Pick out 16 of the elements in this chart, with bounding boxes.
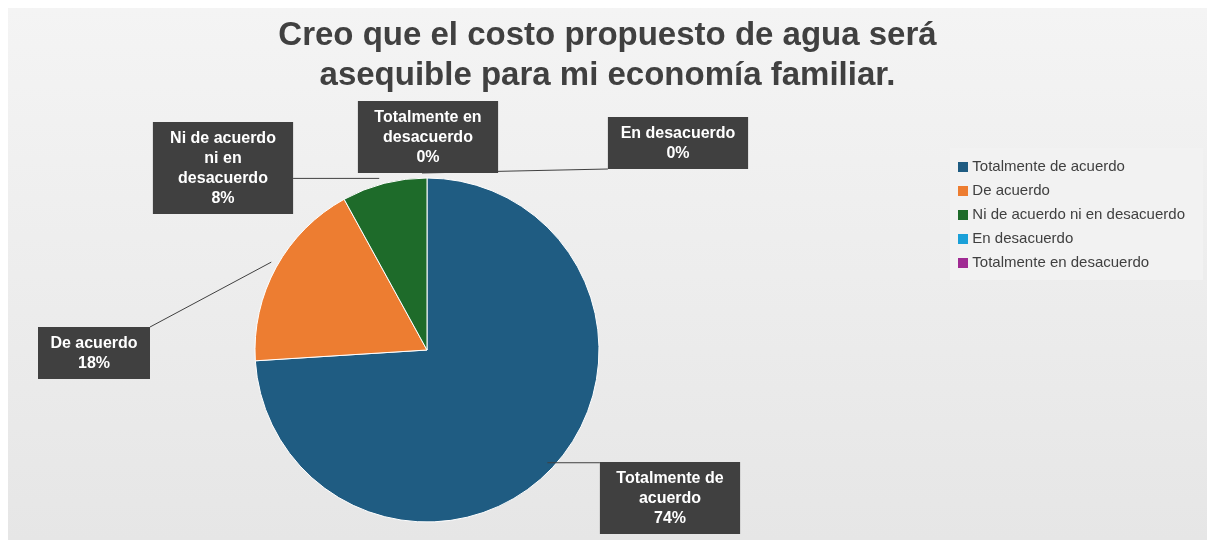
category-label: Totalmente en desacuerdo [374,108,482,145]
slice-label: Totalmente de acuerdo [616,469,724,506]
chart-title: Creo que el costo propuesto de agua será asequible para mi economía familiar. [277,14,938,94]
text: 0% [666,144,690,161]
text: 0% [416,148,440,165]
slice-label: Ni de acuerdo ni en desacuerdo [170,129,277,186]
legend-label: Ni de acuerdo ni en desacuerdo [972,205,1185,222]
data-label: 8% [211,189,235,206]
legend-label: Totalmente de acuerdo [972,157,1125,174]
data-label: 18% [77,354,111,371]
category-label: En desacuerdo [620,124,736,141]
legend-label: En desacuerdo [972,229,1074,246]
slice-label: De acuerdo [50,334,138,351]
data-label: 74% [653,509,687,526]
legend-label: De acuerdo [972,181,1050,198]
legend-label: Totalmente en desacuerdo [972,253,1150,270]
